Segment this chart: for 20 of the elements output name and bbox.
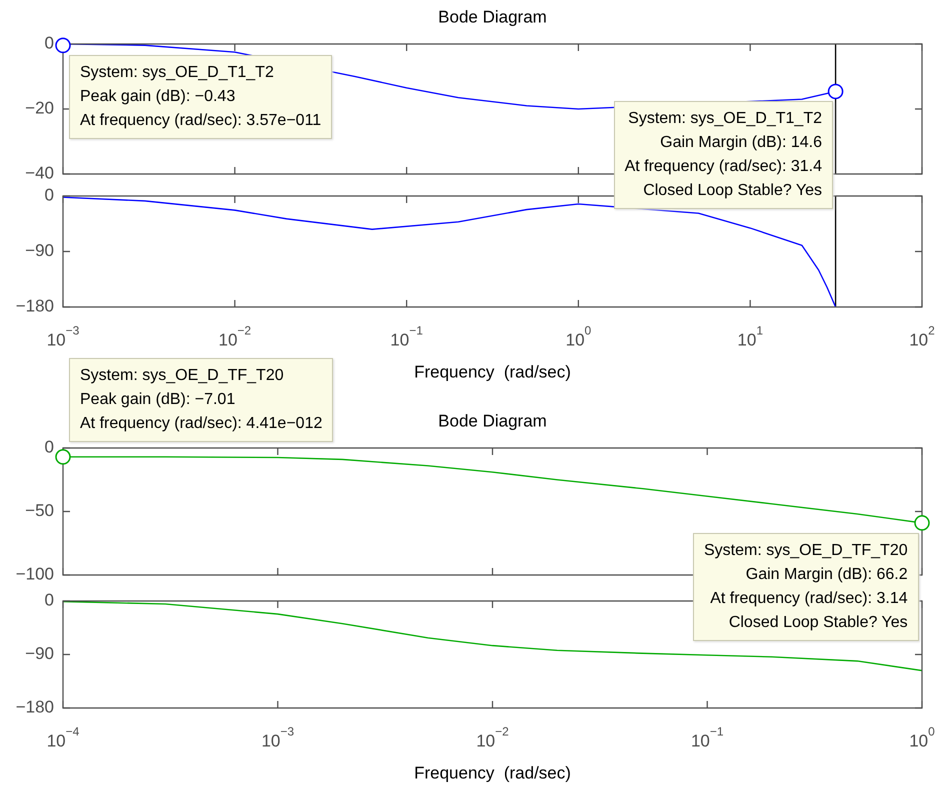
chart-title: Bode Diagram: [438, 412, 547, 431]
x-axis-title: Frequency (rad/sec): [414, 764, 571, 783]
y-tick-label: 0: [44, 186, 54, 205]
y-tick-label: 0: [44, 590, 54, 610]
y-tick-label: −180: [16, 698, 54, 717]
annotation: System: sys_OE_D_TF_T20 Peak gain (dB): −7.01 At frequency (rad/sec): 4.41e−012: [69, 358, 334, 442]
y-tick-label: −100: [16, 564, 54, 584]
y-tick-label: −40: [25, 164, 54, 183]
y-tick-label: −50: [25, 501, 54, 520]
y-tick-label: −180: [16, 296, 54, 316]
annotation: System: sys_OE_D_T1_T2 Peak gain (dB): −0.43 At frequency (rad/sec): 3.57e−011: [69, 55, 332, 140]
annotation: System: sys_OE_D_TF_T20 Gain Margin (dB): 66.2 At frequency (rad/sec): 3.14 Closed Loop Stable? Yes: [693, 532, 919, 641]
annotation: System: sys_OE_D_T1_T2 Gain Margin (dB): 14.6 At frequency (rad/sec): 31.4 Closed Loop Stable? Yes: [614, 101, 833, 210]
y-tick-label: −90: [25, 644, 54, 664]
y-tick-label: −90: [25, 241, 54, 260]
x-axis-title: Frequency (rad/sec): [414, 362, 571, 382]
y-tick-label: −20: [25, 98, 54, 118]
y-tick-label: 0: [44, 438, 54, 457]
chart-title: Bode Diagram: [438, 8, 547, 27]
y-tick-label: 0: [44, 34, 54, 53]
